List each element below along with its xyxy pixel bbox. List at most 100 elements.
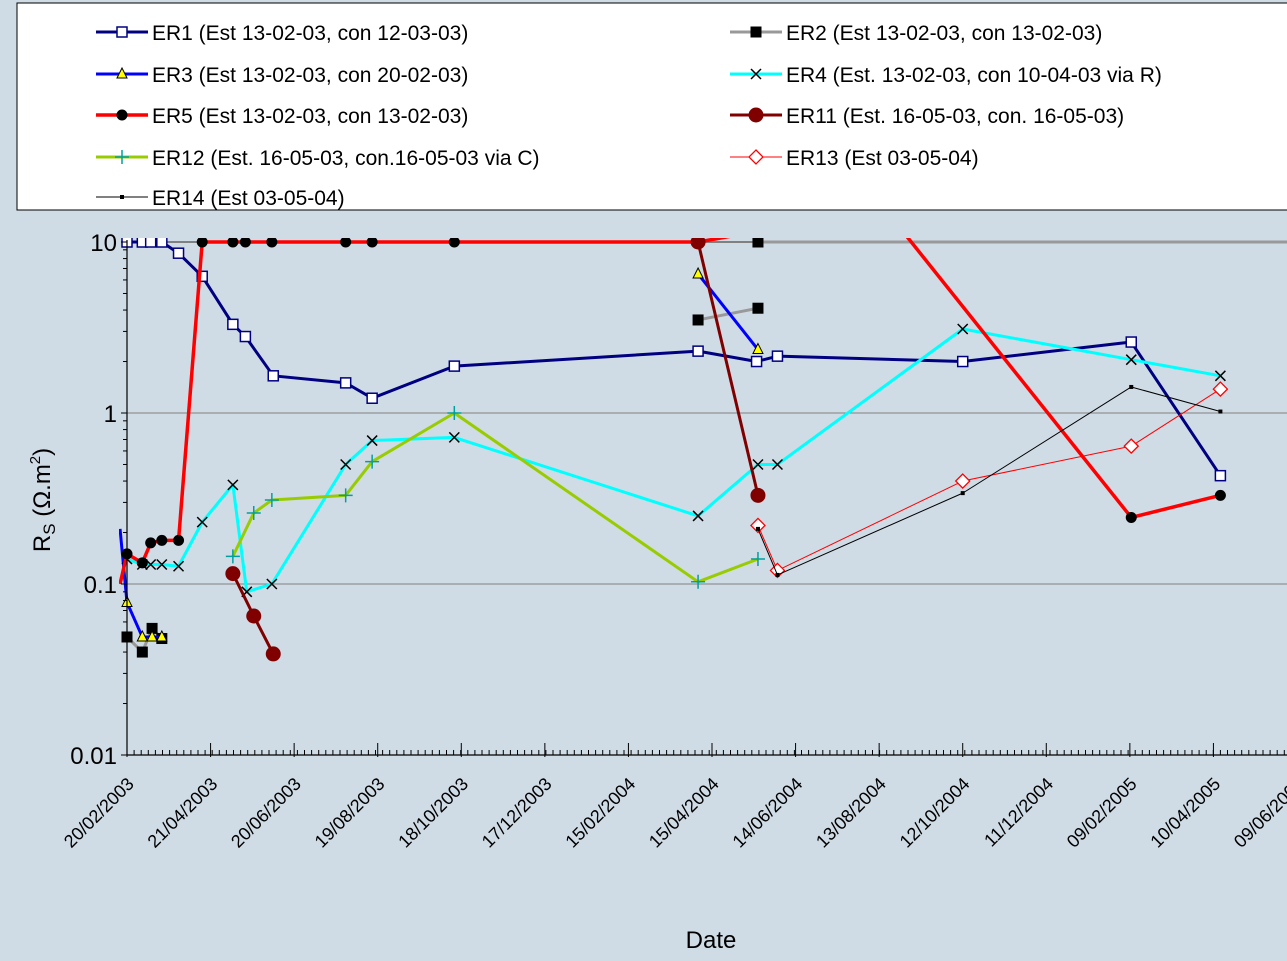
point xyxy=(750,26,762,38)
point xyxy=(750,552,765,567)
series-4 xyxy=(121,323,1226,598)
legend-item: ER14 (Est 03-05-04) xyxy=(96,187,345,210)
legend-item: ER13 (Est 03-05-04) xyxy=(730,147,979,170)
point xyxy=(692,314,704,326)
legend-label: ER11 (Est. 16-05-03, con. 16-05-03) xyxy=(786,105,1124,128)
point xyxy=(120,195,124,199)
series-line xyxy=(231,411,759,584)
point xyxy=(116,109,128,121)
point xyxy=(146,629,158,642)
x-tick-label: 21/04/2003 xyxy=(144,774,222,852)
y-tick-label: 0.01 xyxy=(70,743,117,770)
legend-item: ER1 (Est 13-02-03, con 12-03-03) xyxy=(96,22,468,45)
x-tick-label: 09/02/2005 xyxy=(1063,774,1141,852)
point xyxy=(956,355,969,368)
series-7 xyxy=(225,406,765,589)
point xyxy=(1214,370,1226,382)
point xyxy=(115,150,129,164)
point xyxy=(146,622,158,634)
point xyxy=(136,557,148,569)
point xyxy=(1214,489,1226,501)
point xyxy=(771,458,783,471)
series-6 xyxy=(225,238,766,662)
point xyxy=(750,68,762,80)
point xyxy=(366,392,378,404)
x-tick-label: 11/12/2004 xyxy=(980,774,1057,851)
series-line xyxy=(696,241,760,496)
point xyxy=(957,323,969,335)
x-tick-label: 20/02/2003 xyxy=(60,774,138,852)
legend: ER1 (Est 13-02-03, con 12-03-03) ER2 (Est… xyxy=(96,22,1162,210)
point xyxy=(775,572,780,577)
point xyxy=(691,574,706,589)
point xyxy=(156,629,168,642)
x-tick-label: 12/10/2004 xyxy=(896,774,974,852)
point xyxy=(267,370,279,382)
point xyxy=(340,238,352,248)
point xyxy=(338,488,353,503)
point xyxy=(246,608,262,624)
x-tick-label: 14/06/2004 xyxy=(729,774,807,852)
point xyxy=(960,491,965,496)
point xyxy=(692,345,704,357)
point xyxy=(692,510,704,522)
point xyxy=(227,318,239,331)
y-tick-label: 10 xyxy=(90,230,117,257)
legend-label: ER12 (Est. 16-05-03, con.16-05-03 via C) xyxy=(152,147,540,170)
series-8 xyxy=(750,381,1229,579)
point xyxy=(748,149,764,165)
y-tick-label: 1 xyxy=(104,401,117,428)
point xyxy=(1218,409,1223,414)
x-tick-label: 15/04/2004 xyxy=(645,774,723,852)
point xyxy=(246,506,261,521)
y-axis-label: RS (Ω.m2) xyxy=(27,448,59,552)
point xyxy=(750,355,763,368)
legend-item: ER5 (Est 13-02-03, con 13-02-03) xyxy=(96,105,468,128)
x-tick-label: 13/08/2004 xyxy=(812,774,890,852)
point xyxy=(172,247,185,259)
legend-item: ER3 (Est 13-02-03, con 20-02-03) xyxy=(96,64,468,87)
x-tick-label: 17/12/2003 xyxy=(478,774,556,852)
legend-box xyxy=(16,2,1287,211)
point xyxy=(366,238,378,248)
point xyxy=(116,66,128,79)
point xyxy=(145,537,157,549)
point xyxy=(750,487,766,503)
point xyxy=(365,454,380,469)
point xyxy=(239,330,252,343)
legend-label: ER1 (Est 13-02-03, con 12-03-03) xyxy=(152,22,468,45)
point xyxy=(266,578,278,590)
x-tick-label: 18/10/2003 xyxy=(394,774,472,852)
x-tick-label: 09/06/2005 xyxy=(1230,774,1287,852)
point xyxy=(748,107,764,123)
point xyxy=(771,350,784,362)
point xyxy=(225,549,240,564)
point xyxy=(173,560,185,572)
point xyxy=(954,473,971,489)
point xyxy=(750,517,766,534)
x-tick-label: 19/08/2003 xyxy=(311,774,389,852)
legend-label: ER5 (Est 13-02-03, con 13-02-03) xyxy=(152,105,468,128)
point xyxy=(1123,438,1140,455)
point xyxy=(196,238,208,248)
point xyxy=(692,266,704,279)
point xyxy=(339,377,352,389)
point xyxy=(752,342,764,355)
point xyxy=(116,26,128,38)
y-tick-label: 0.1 xyxy=(84,572,117,599)
point xyxy=(769,562,786,579)
series-line xyxy=(126,327,1221,594)
point xyxy=(156,238,168,248)
point xyxy=(227,479,239,491)
legend-label: ER3 (Est 13-02-03, con 20-02-03) xyxy=(152,64,468,87)
point xyxy=(752,302,764,314)
point xyxy=(1214,469,1227,482)
legend-item: ER12 (Est. 16-05-03, con.16-05-03 via C) xyxy=(96,147,540,170)
legend-label: ER13 (Est 03-05-04) xyxy=(786,147,979,170)
point xyxy=(340,458,352,471)
point xyxy=(196,270,208,283)
point xyxy=(144,238,157,248)
point xyxy=(1125,336,1137,348)
point xyxy=(752,458,764,471)
